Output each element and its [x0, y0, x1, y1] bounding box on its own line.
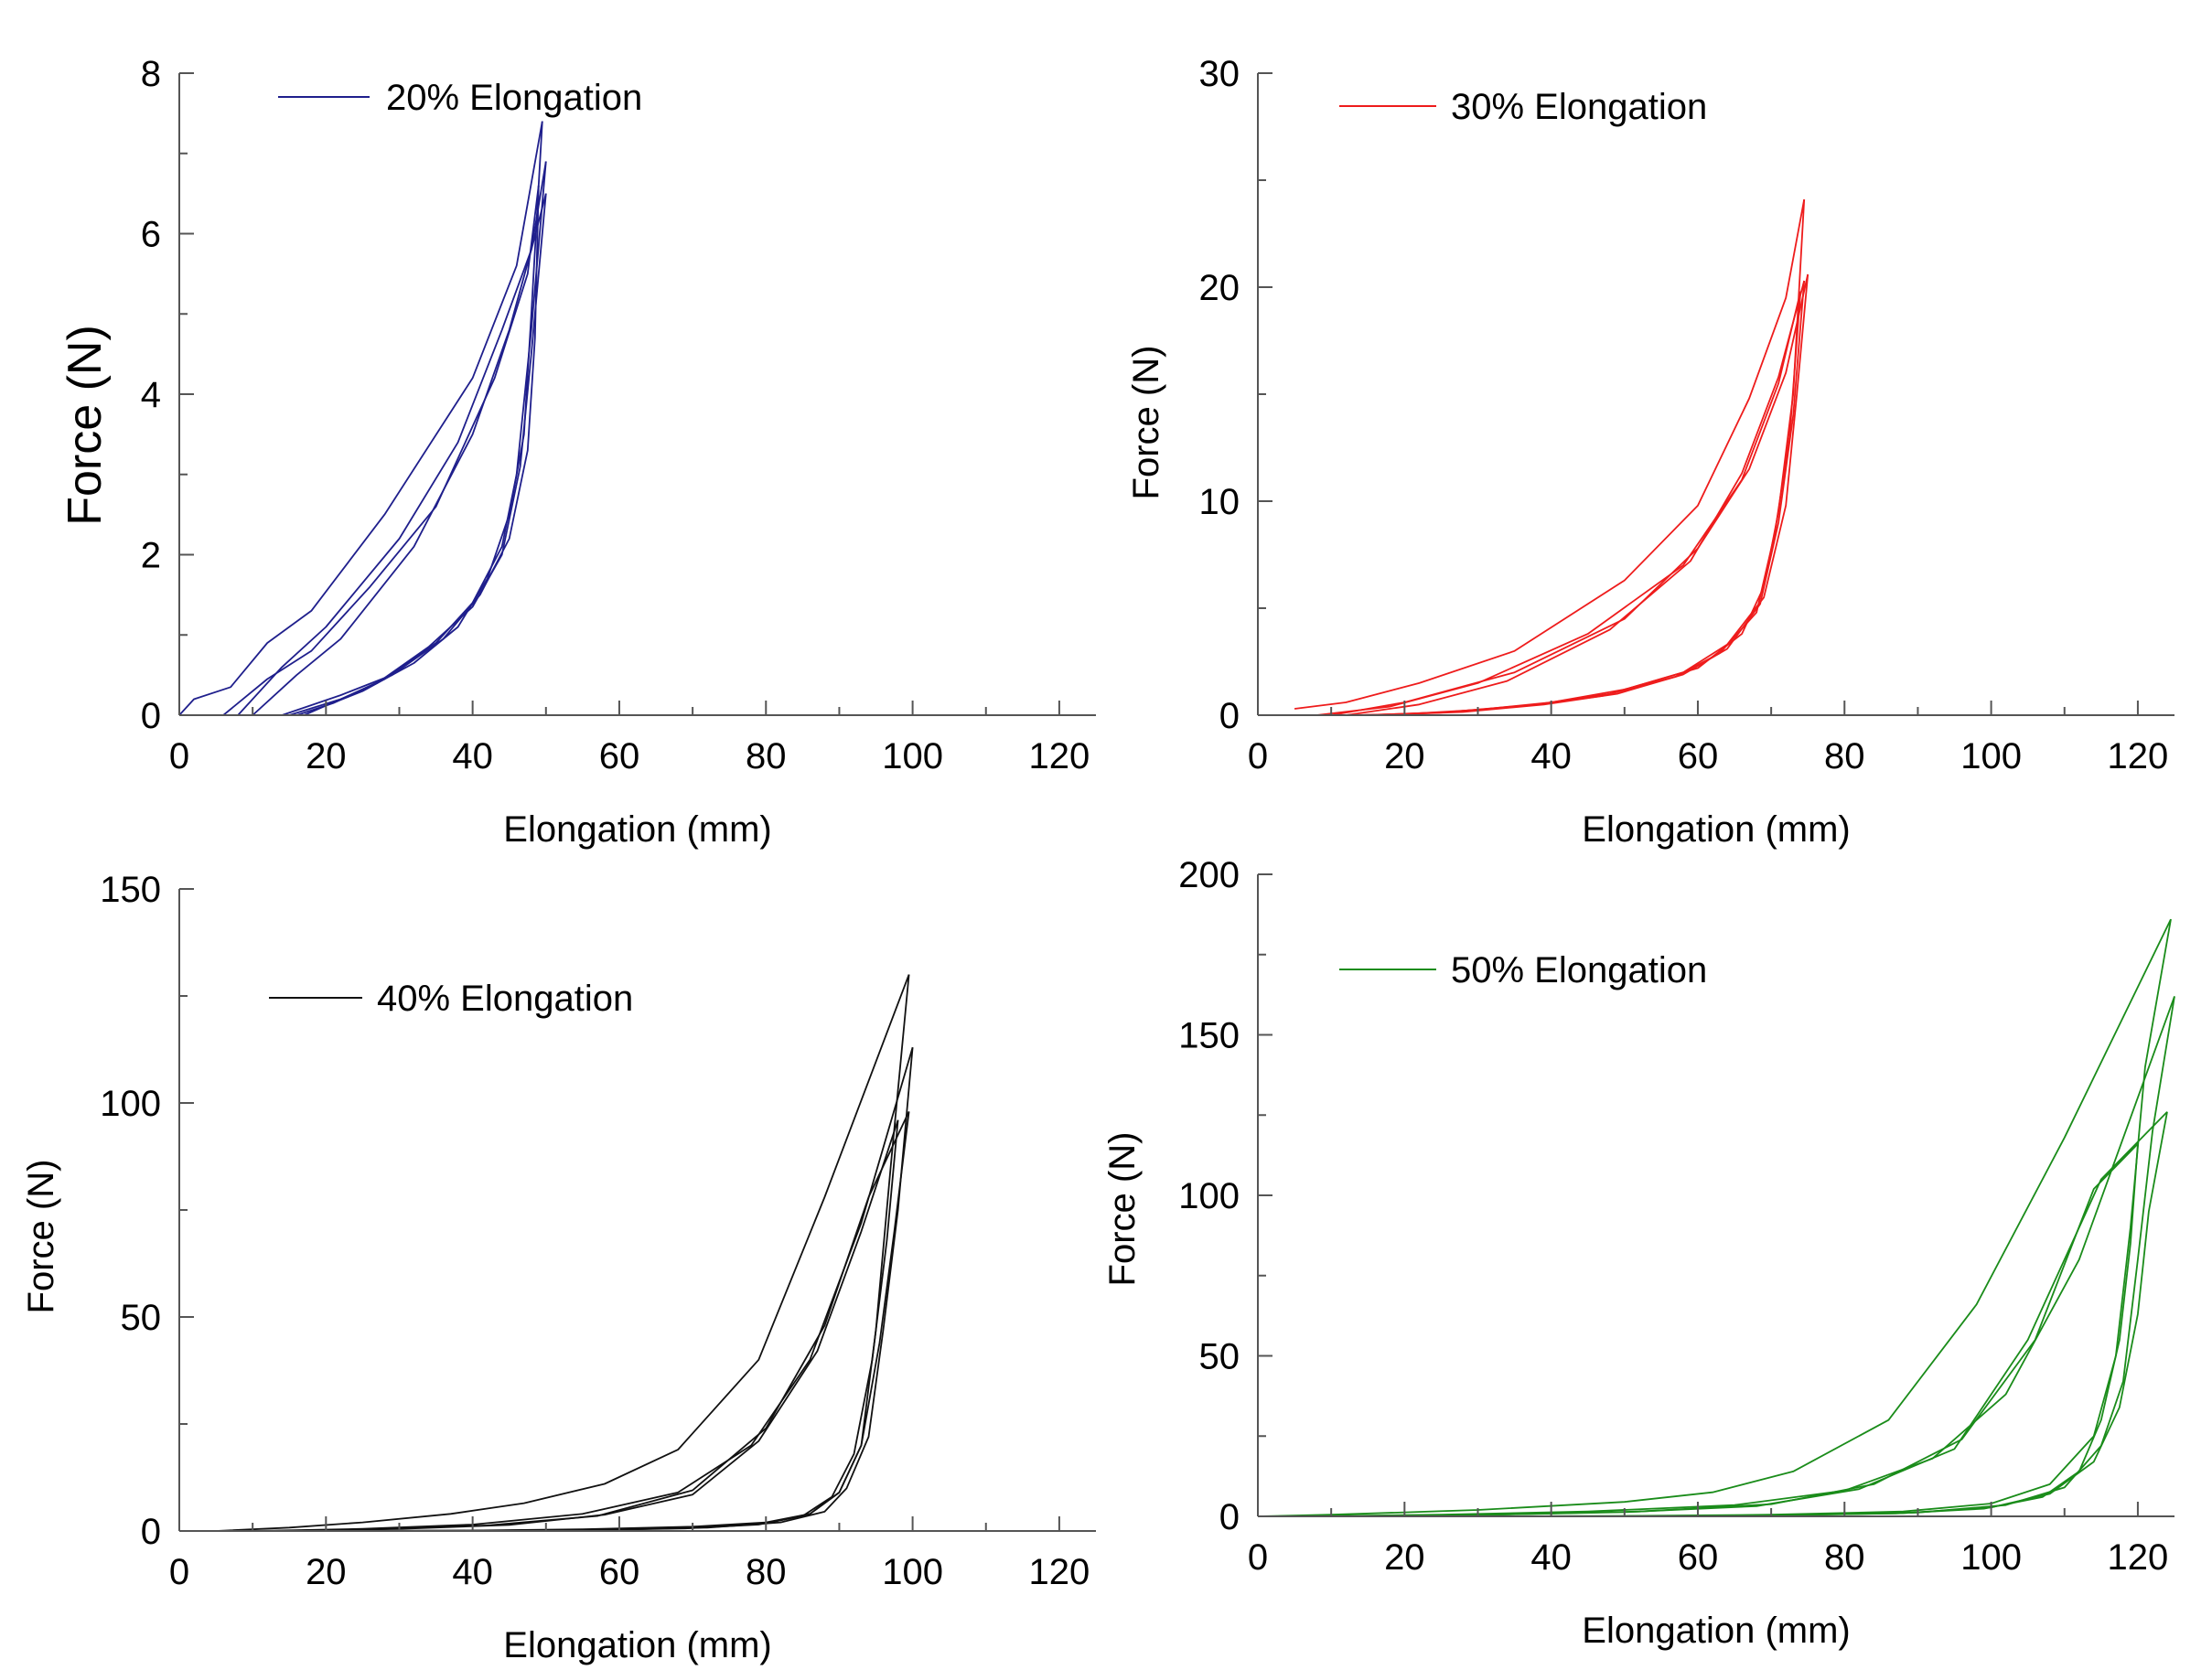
series-line-2: [1477, 918, 2172, 1517]
y-tick-label: 50: [121, 1298, 162, 1338]
x-tick-label: 100: [1960, 736, 2022, 776]
x-axis-title: Elongation (mm): [503, 1625, 771, 1665]
series-line-6: [1360, 291, 1802, 716]
legend-label: 30% Elongation: [1451, 87, 1707, 127]
x-tick-label: 40: [1530, 1537, 1572, 1578]
series-line-5: [267, 1111, 910, 1532]
series-line-1: [178, 121, 543, 716]
legend-label: 40% Elongation: [377, 979, 633, 1019]
x-axis-title: Elongation (mm): [503, 809, 771, 850]
x-tick-label: 20: [1384, 736, 1425, 776]
series-line-7: [1346, 1143, 2139, 1517]
y-tick-label: 0: [141, 696, 161, 736]
x-tick-label: 120: [2108, 736, 2169, 776]
series-line-4: [362, 1047, 914, 1532]
series-line-3: [252, 1046, 914, 1532]
x-tick-label: 40: [1530, 736, 1572, 776]
x-tick-label: 80: [746, 1552, 787, 1592]
y-tick-label: 0: [1219, 696, 1240, 736]
x-tick-label: 0: [1248, 1537, 1268, 1578]
legend-label: 20% Elongation: [386, 78, 642, 118]
x-tick-label: 40: [452, 736, 493, 776]
x-axis-title: Elongation (mm): [1582, 1611, 1850, 1651]
x-tick-label: 60: [599, 1552, 640, 1592]
x-tick-label: 60: [1678, 1537, 1719, 1578]
x-tick-label: 80: [1824, 736, 1865, 776]
series-line-3: [1294, 996, 2175, 1517]
y-tick-label: 6: [141, 215, 161, 255]
series-line-7: [252, 193, 547, 716]
y-tick-label: 200: [1178, 855, 1240, 895]
x-tick-label: 40: [452, 1552, 493, 1592]
y-tick-label: 8: [141, 54, 161, 94]
y-tick-label: 10: [1199, 482, 1240, 522]
x-tick-label: 20: [1384, 1537, 1425, 1578]
y-tick-label: 150: [1178, 1016, 1240, 1056]
series-line-8: [1375, 280, 1806, 716]
y-tick-label: 150: [100, 870, 161, 910]
y-tick-label: 20: [1199, 268, 1240, 308]
x-tick-label: 80: [746, 736, 787, 776]
x-tick-label: 120: [1029, 736, 1090, 776]
series-line-2: [326, 974, 910, 1532]
x-tick-label: 80: [1824, 1537, 1865, 1578]
x-tick-label: 0: [169, 736, 189, 776]
x-tick-label: 60: [599, 736, 640, 776]
x-tick-label: 100: [1960, 1537, 2022, 1578]
series-line-8: [1616, 1143, 2139, 1517]
x-tick-label: 120: [2108, 1537, 2169, 1578]
y-axis-title: Force (N): [1126, 346, 1166, 500]
series-line-7: [289, 1119, 899, 1532]
series-line-4: [1368, 273, 1809, 716]
legend-label: 50% Elongation: [1451, 950, 1707, 990]
series-line-1: [216, 974, 910, 1532]
x-tick-label: 100: [882, 736, 943, 776]
y-tick-label: 0: [1219, 1497, 1240, 1537]
y-tick-label: 0: [141, 1512, 161, 1552]
x-tick-label: 20: [306, 736, 347, 776]
series-line-3: [237, 161, 547, 716]
x-tick-label: 20: [306, 1552, 347, 1592]
y-tick-label: 100: [100, 1084, 161, 1124]
y-axis-title: Force (N): [21, 1160, 61, 1314]
y-tick-label: 50: [1199, 1337, 1240, 1377]
y-axis-title: Force (N): [1102, 1132, 1143, 1287]
series-line-7: [1346, 280, 1806, 716]
x-tick-label: 60: [1678, 736, 1719, 776]
panel-30pct: 0 10 20 30 0 20 40 60 80 100 120 30% Elongation El…: [1126, 54, 2174, 850]
x-tick-label: 120: [1029, 1552, 1090, 1592]
panel-50pct: 0 50 100 150 200 0 20 40 60 80 100 120 50% Elongati…: [1102, 855, 2175, 1651]
series-line-5: [222, 185, 540, 716]
series-line-2: [303, 121, 543, 716]
series-line-5: [1331, 1111, 2168, 1517]
y-tick-label: 100: [1178, 1176, 1240, 1216]
series-line-6: [281, 185, 540, 716]
series-line-1: [1257, 918, 2172, 1517]
y-tick-label: 30: [1199, 54, 1240, 94]
y-axis-title: Force (N): [59, 325, 112, 526]
x-axis-title: Elongation (mm): [1582, 809, 1850, 850]
x-tick-label: 100: [882, 1552, 943, 1592]
x-tick-label: 0: [169, 1552, 189, 1592]
y-tick-label: 4: [141, 375, 161, 415]
series-line-4: [1492, 996, 2175, 1517]
x-tick-label: 0: [1248, 736, 1268, 776]
series-line-1: [1294, 198, 1806, 710]
series-line-6: [457, 1111, 910, 1532]
series-line-8: [296, 193, 547, 716]
y-tick-label: 2: [141, 536, 161, 576]
series-line-8: [472, 1119, 899, 1532]
